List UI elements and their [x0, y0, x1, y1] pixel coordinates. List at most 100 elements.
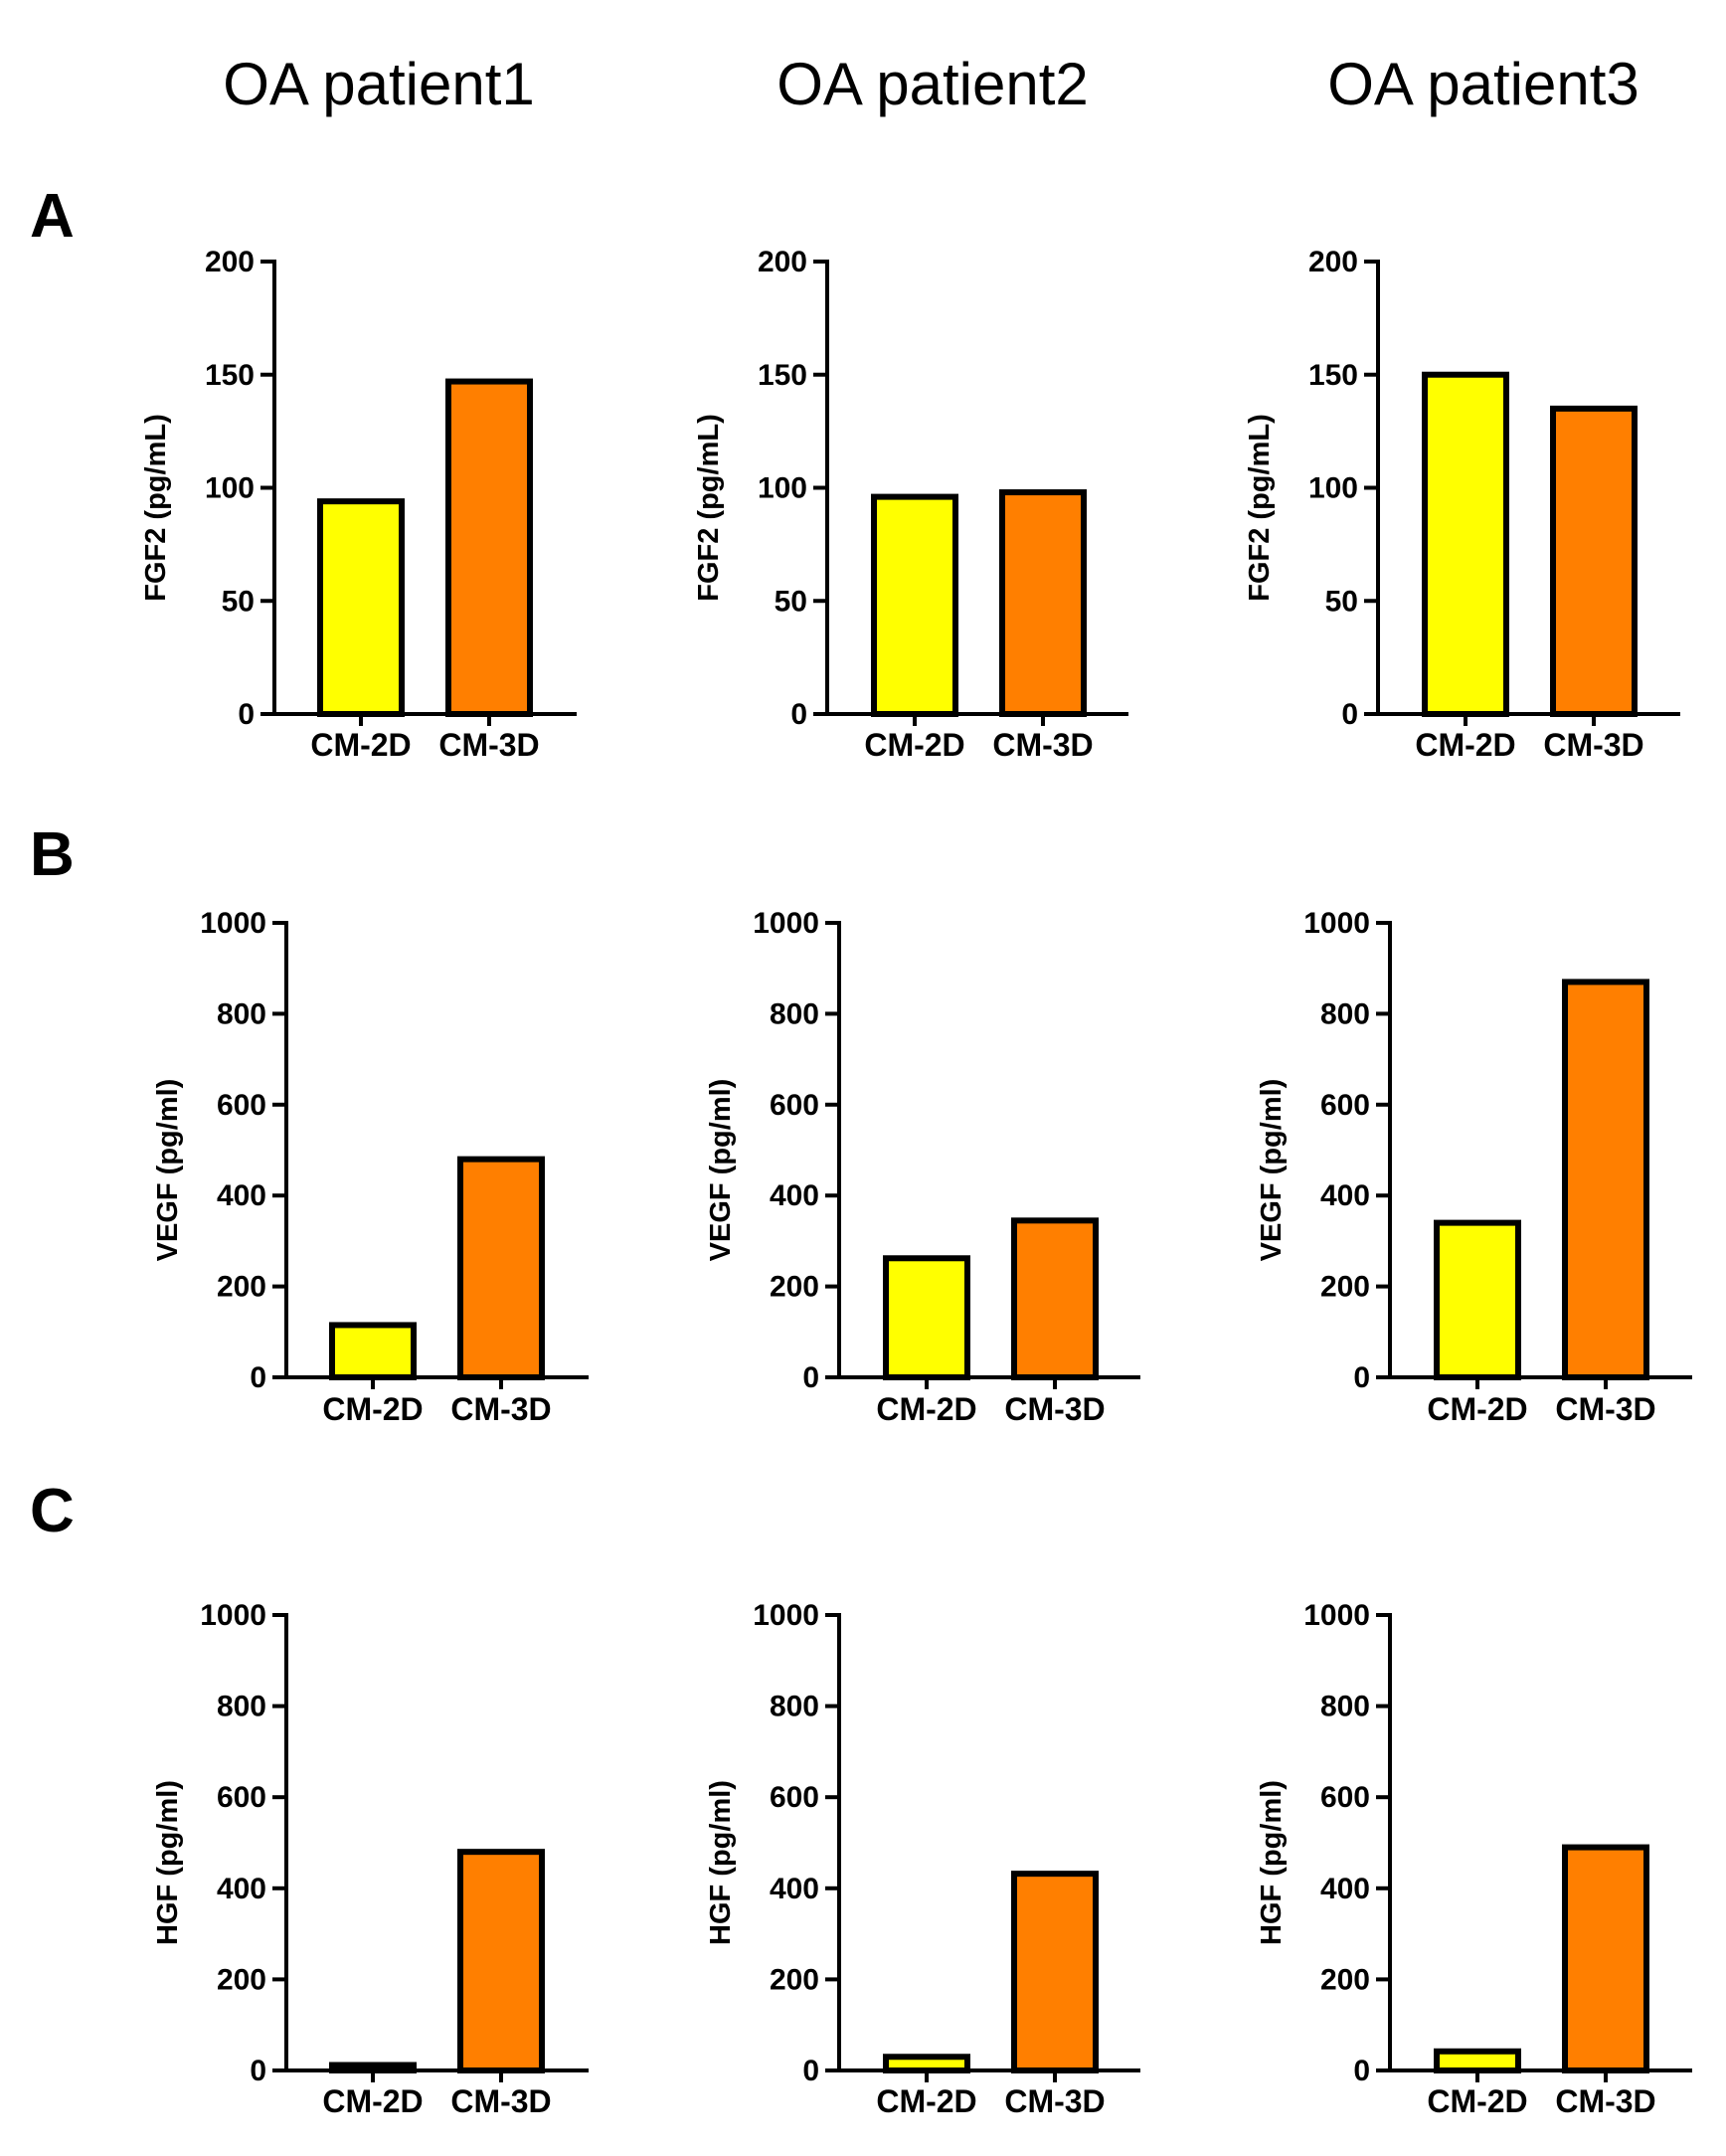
panel-b-2-y-axis-label: VEGF (pg/ml) [705, 1079, 737, 1262]
panel-c-3-y-tick-label: 600 [1320, 1781, 1370, 1814]
panel-c-3-y-axis-label: HGF (pg/ml) [1256, 1780, 1288, 1945]
panel-b-2-y-tick-label: 200 [770, 1271, 819, 1304]
panel-c-1-y-tick-label: 0 [250, 2055, 266, 2087]
panel-a-1-category-label: CM-3D [438, 727, 539, 763]
panel-a-3-bar-cm-2d [1422, 371, 1509, 717]
panel-c-2-y-tick-label: 400 [770, 1873, 819, 1905]
panel-b-3-y-tick-label: 600 [1320, 1089, 1370, 1122]
panel-a-3-y-tick-label: 50 [1325, 585, 1358, 618]
panel-b-2-y-tick-label: 1000 [753, 907, 819, 940]
panel-c-1-y-axis-label: HGF (pg/ml) [152, 1780, 184, 1945]
panel-c-2-y-tick-label: 600 [770, 1781, 819, 1814]
panel-a-3-y-tick-label: 150 [1308, 359, 1358, 392]
panel-c-2-y-tick-label: 800 [770, 1691, 819, 1723]
panel-b-3-category-label: CM-2D [1427, 1391, 1527, 1427]
panel-a-2-category-label: CM-3D [992, 727, 1093, 763]
panel-a-1-y-tick-label: 0 [238, 698, 255, 731]
panel-b-3-bar-cm-2d [1434, 1219, 1521, 1380]
panel-a-1: CM-2D CM-3D 0 50 100 150 200 FGF2 (pg/mL) [140, 246, 577, 763]
panel-c-3-category-label: CM-2D [1427, 2083, 1527, 2119]
panel-a-3-y-tick-label: 200 [1308, 246, 1358, 278]
panel-b-2-bar-cm-2d [883, 1255, 970, 1380]
panel-a-3-y-tick-label: 100 [1308, 472, 1358, 505]
panel-c-3-y-tick-label: 200 [1320, 1963, 1370, 1996]
panel-c-2-y-tick-label: 0 [802, 2055, 819, 2087]
panel-a-2: CM-2D CM-3D 0 50 100 150 200 FGF2 (pg/mL) [693, 246, 1128, 763]
panel-a-1-y-tick-label: 50 [222, 585, 255, 618]
panel-a-3: CM-2D CM-3D 0 50 100 150 200 FGF2 (pg/mL) [1244, 246, 1680, 763]
panel-b-2-y-tick-label: 0 [802, 1361, 819, 1394]
panel-b-1-y-tick-label: 200 [217, 1271, 266, 1304]
panel-a-2-bar-cm-3d [999, 489, 1087, 717]
panel-a-3-y-axis-label: FGF2 (pg/mL) [1244, 414, 1276, 601]
panel-b-2-y-tick-label: 400 [770, 1179, 819, 1212]
panel-a-1-y-axis-label: FGF2 (pg/mL) [140, 414, 172, 601]
panel-b-1-category-label: CM-3D [450, 1391, 551, 1427]
panel-b-3-y-tick-label: 200 [1320, 1271, 1370, 1304]
panel-b-3-category-label: CM-3D [1555, 1391, 1655, 1427]
panel-b-1-y-tick-label: 1000 [200, 907, 266, 940]
panel-c-1: CM-2D CM-3D 0 200 400 600 800 1000 HGF (pg/ml) [152, 1599, 589, 2119]
panel-a-1-category-label: CM-2D [310, 727, 411, 763]
panel-c-1-bar-cm-3d [457, 1849, 545, 2074]
panel-c-1-y-tick-label: 200 [217, 1963, 266, 1996]
panel-c-2-category-label: CM-2D [876, 2083, 976, 2119]
panel-b-2-category-label: CM-3D [1004, 1391, 1105, 1427]
panel-c-3-bar-cm-2d [1434, 2048, 1521, 2073]
panel-c-2-y-tick-label: 1000 [753, 1599, 819, 1632]
panel-b-3: CM-2D CM-3D 0 200 400 600 800 1000 VEGF (pg/ml) [1256, 907, 1692, 1427]
panel-c-1-y-tick-label: 400 [217, 1873, 266, 1905]
panel-a-3-category-label: CM-3D [1543, 727, 1643, 763]
panel-a-2-y-tick-label: 0 [790, 698, 807, 731]
panel-b-1-y-tick-label: 400 [217, 1179, 266, 1212]
panel-c-3: CM-2D CM-3D 0 200 400 600 800 1000 HGF (pg/ml) [1256, 1599, 1692, 2119]
panel-c-3-y-tick-label: 1000 [1303, 1599, 1370, 1632]
panel-a-1-y-tick-label: 150 [205, 359, 255, 392]
panel-c-1-y-tick-label: 600 [217, 1781, 266, 1814]
column-title-1: OA patient1 [223, 51, 535, 117]
panel-b-1-category-label: CM-2D [322, 1391, 423, 1427]
panel-b-3-y-tick-label: 400 [1320, 1179, 1370, 1212]
panel-c-1-category-label: CM-2D [322, 2083, 423, 2119]
panel-a-1-bar-cm-2d [317, 498, 405, 717]
panel-a-3-y-tick-label: 0 [1341, 698, 1358, 731]
row-letter-b: B [30, 820, 75, 889]
panel-a-2-y-axis-label: FGF2 (pg/mL) [693, 414, 725, 601]
panel-a-2-y-tick-label: 150 [758, 359, 807, 392]
panel-a-2-y-tick-label: 200 [758, 246, 807, 278]
panel-b-3-y-tick-label: 800 [1320, 997, 1370, 1030]
panel-c-3-y-tick-label: 400 [1320, 1873, 1370, 1905]
panel-b-3-y-tick-label: 0 [1353, 1361, 1370, 1394]
panel-b-1-y-axis-label: VEGF (pg/ml) [152, 1079, 184, 1262]
panel-c-2-bar-cm-2d [883, 2054, 970, 2074]
panel-c-2-y-axis-label: HGF (pg/ml) [705, 1780, 737, 1945]
panel-b-3-bar-cm-3d [1562, 979, 1649, 1380]
panel-c-2: CM-2D CM-3D 0 200 400 600 800 1000 HGF (pg/ml) [705, 1599, 1140, 2119]
panel-c-2-y-tick-label: 200 [770, 1963, 819, 1996]
row-letter-c: C [30, 1477, 75, 1545]
panel-c-3-bar-cm-3d [1562, 1844, 1649, 2073]
panel-b-2-bar-cm-3d [1011, 1217, 1099, 1380]
panel-c-1-category-label: CM-3D [450, 2083, 551, 2119]
panel-a-1-y-tick-label: 200 [205, 246, 255, 278]
panel-b-2-y-tick-label: 600 [770, 1089, 819, 1122]
panel-c-3-y-tick-label: 800 [1320, 1691, 1370, 1723]
panel-b-2: CM-2D CM-3D 0 200 400 600 800 1000 VEGF (pg/ml) [705, 907, 1140, 1427]
panel-b-2-category-label: CM-2D [876, 1391, 976, 1427]
panel-a-2-category-label: CM-2D [864, 727, 964, 763]
row-letters: A B C [30, 182, 75, 1545]
column-title-2: OA patient2 [777, 51, 1089, 117]
column-titles: OA patient1 OA patient2 OA patient3 [223, 51, 1640, 117]
panel-c-1-y-tick-label: 1000 [200, 1599, 266, 1632]
panel-a-2-y-tick-label: 100 [758, 472, 807, 505]
panel-b-1-bar-cm-3d [457, 1156, 545, 1381]
panel-b-1-y-tick-label: 800 [217, 997, 266, 1030]
panel-b-3-y-axis-label: VEGF (pg/ml) [1256, 1079, 1288, 1262]
panel-b-2-y-tick-label: 800 [770, 997, 819, 1030]
panel-a-1-y-tick-label: 100 [205, 472, 255, 505]
panel-b-3-y-tick-label: 1000 [1303, 907, 1370, 940]
panel-b-1-bar-cm-2d [329, 1322, 417, 1380]
panel-c-1-y-tick-label: 800 [217, 1691, 266, 1723]
panel-c-2-category-label: CM-3D [1004, 2083, 1105, 2119]
